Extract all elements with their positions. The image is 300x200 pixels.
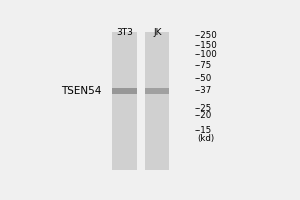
Text: --150: --150	[194, 41, 217, 50]
Bar	[145, 88, 170, 94]
Text: JK: JK	[153, 28, 161, 37]
Text: --50: --50	[194, 74, 212, 83]
Text: (kd): (kd)	[197, 134, 214, 143]
Text: --25: --25	[194, 104, 212, 113]
Text: --100: --100	[194, 50, 217, 59]
Text: --75: --75	[194, 61, 212, 70]
Text: --20: --20	[194, 111, 212, 120]
Text: --250: --250	[194, 31, 217, 40]
Bar	[112, 32, 137, 170]
Text: --37: --37	[194, 86, 212, 95]
Text: 3T3: 3T3	[116, 28, 133, 37]
Text: --15: --15	[194, 126, 212, 135]
Bar	[145, 32, 170, 170]
Bar	[112, 88, 137, 94]
Text: TSEN54: TSEN54	[61, 86, 102, 96]
